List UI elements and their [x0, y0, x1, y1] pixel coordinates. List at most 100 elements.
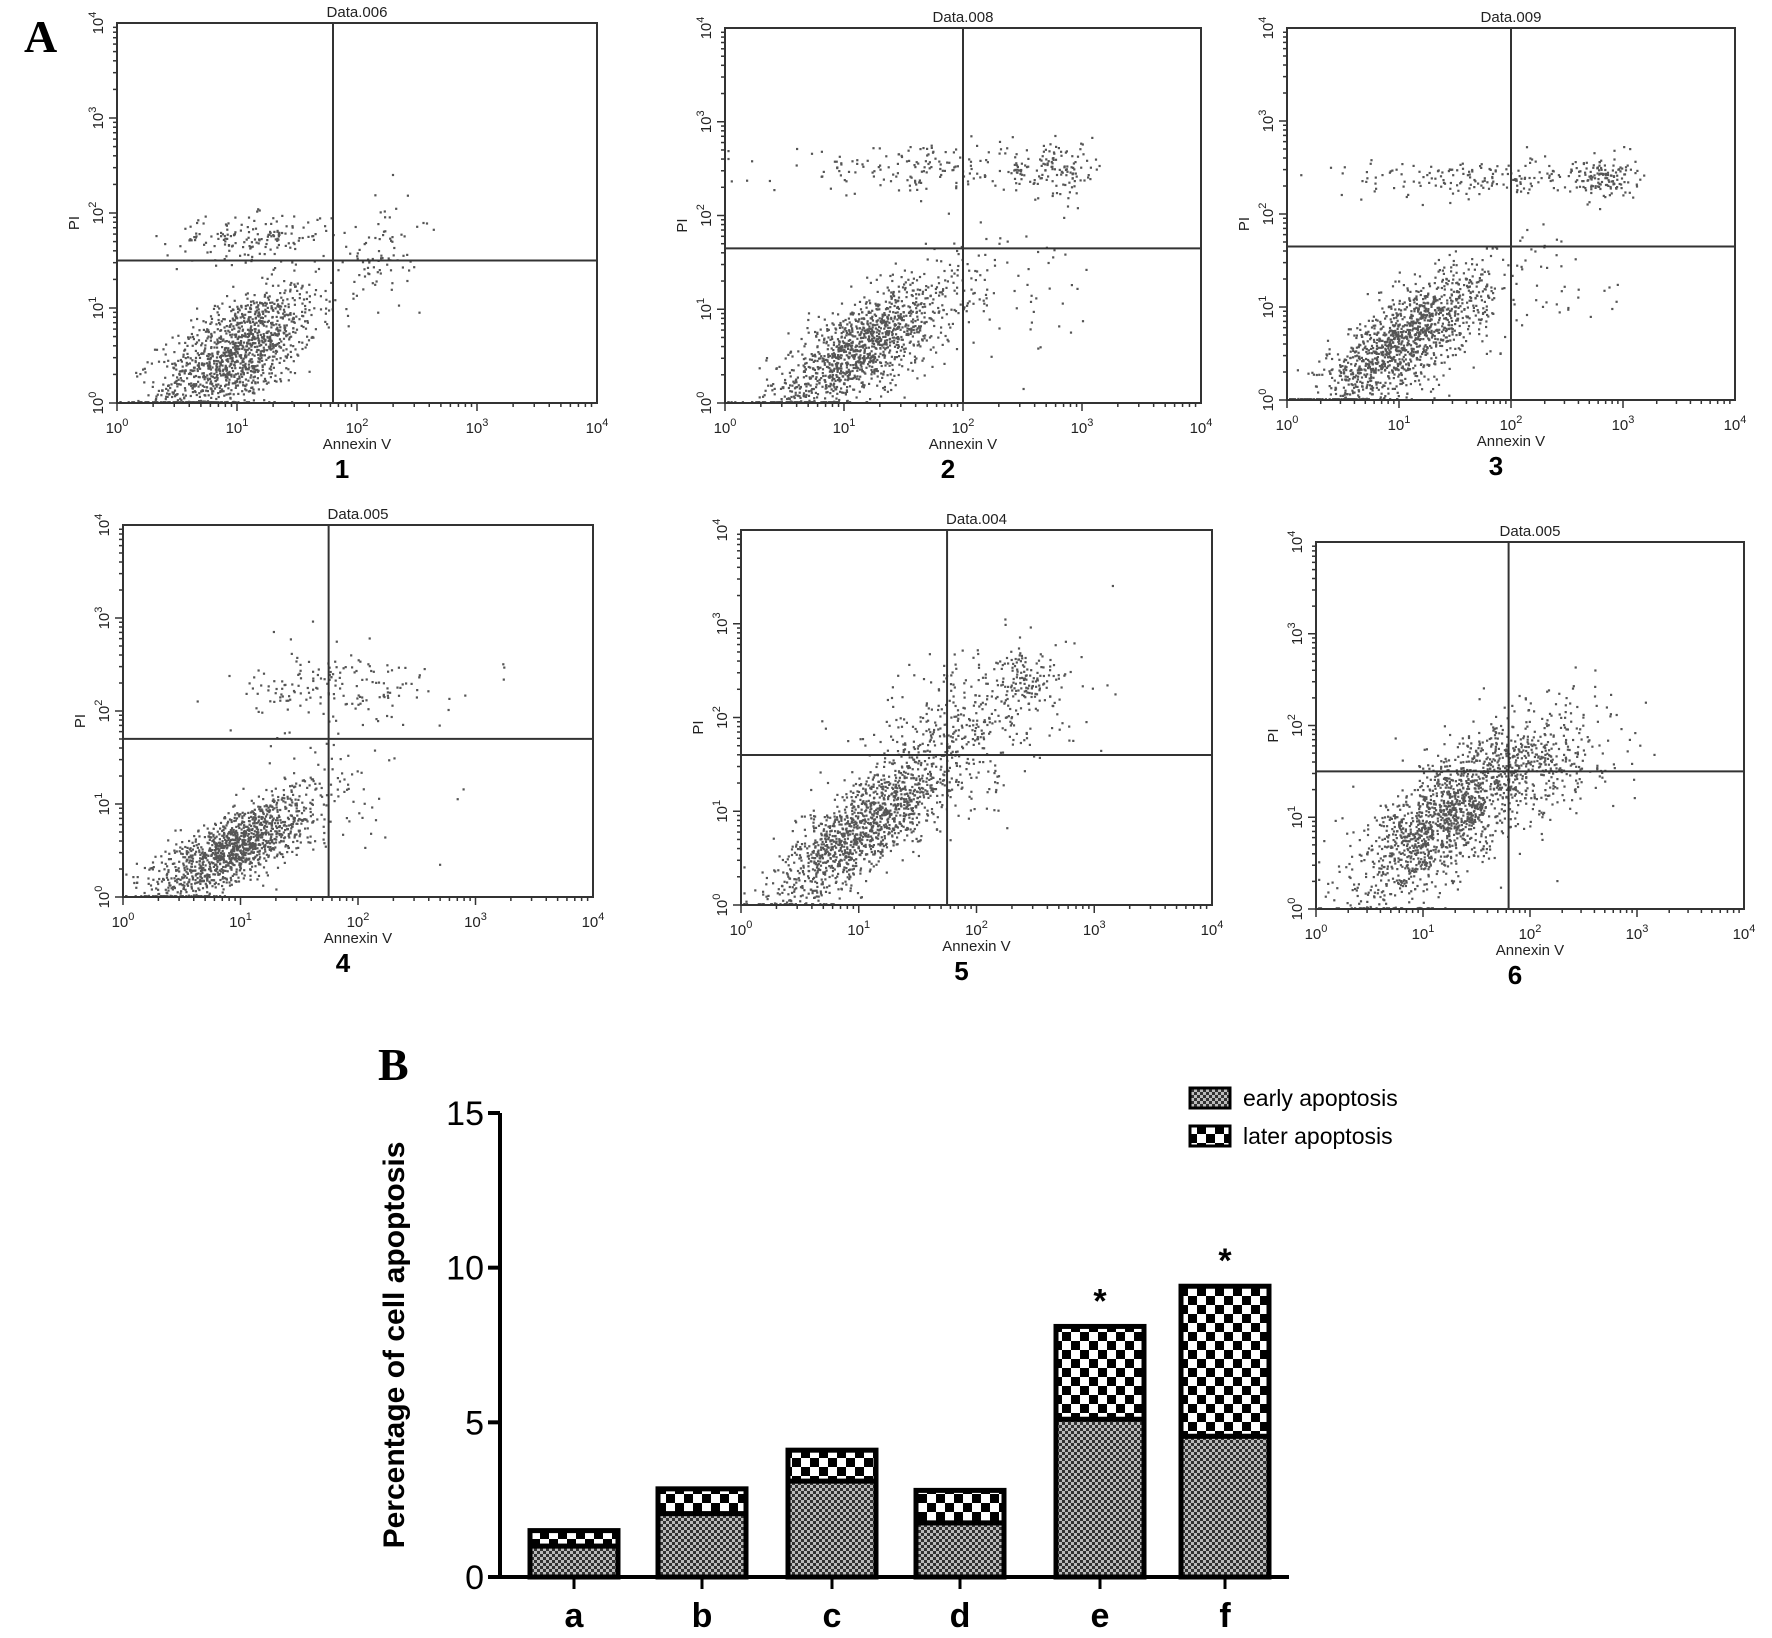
scatter-point: [817, 368, 820, 371]
scatter-point: [1069, 331, 1073, 334]
scatter-point: [1450, 324, 1454, 327]
scatter-point: [270, 273, 273, 276]
scatter-point: [1417, 307, 1420, 310]
scatter-point: [822, 374, 825, 378]
scatter-point: [183, 349, 186, 352]
scatter-point: [248, 366, 251, 369]
scatter-point: [1018, 169, 1021, 172]
scatter-point: [1033, 179, 1036, 182]
scatter-point: [1388, 349, 1391, 352]
scatter-point: [1402, 381, 1405, 384]
scatter-point: [1389, 347, 1393, 350]
scatter-point: [279, 378, 282, 381]
scatter-point: [1357, 375, 1360, 378]
scatter-point: [251, 392, 254, 395]
scatter-point: [237, 345, 240, 348]
scatter-point: [166, 392, 169, 395]
scatter-point: [1489, 254, 1493, 258]
scatter-point: [241, 368, 244, 371]
scatter-point: [190, 239, 193, 242]
scatter-point: [1454, 312, 1457, 315]
scatter-point: [1039, 346, 1042, 349]
scatter-point: [837, 348, 840, 351]
scatter-point: [835, 374, 838, 377]
scatter-point: [1371, 368, 1374, 371]
scatter-point: [1411, 314, 1414, 317]
scatter-point: [244, 362, 247, 365]
scatter-point: [866, 353, 869, 356]
scatter-point: [1426, 174, 1429, 177]
scatter-point: [953, 272, 956, 275]
scatter-point: [1025, 166, 1029, 169]
scatter-point: [1423, 295, 1426, 298]
scatter-point: [195, 393, 198, 397]
scatter-point: [282, 349, 285, 352]
scatter-point: [249, 300, 253, 303]
scatter-point: [136, 375, 139, 378]
scatter-point: [236, 338, 239, 341]
scatter-point: [943, 269, 946, 273]
scatter-point: [850, 285, 853, 288]
scatter-point: [1075, 175, 1078, 178]
scatter-point: [258, 252, 261, 255]
scatter-point: [1374, 176, 1377, 179]
scatter-point: [906, 329, 909, 333]
scatter-point: [216, 378, 219, 381]
scatter-point: [285, 348, 288, 351]
scatter-point: [1455, 319, 1458, 322]
scatter-point: [1434, 329, 1437, 332]
scatter-point: [844, 393, 847, 396]
scatter-point: [1369, 336, 1373, 339]
scatter-point: [1361, 348, 1365, 351]
scatter-point: [912, 325, 915, 328]
scatter-point: [1381, 359, 1384, 362]
scatter-point: [1528, 176, 1531, 180]
scatter-point: [218, 365, 221, 368]
scatter-point: [345, 308, 348, 311]
scatter-point: [1629, 168, 1632, 171]
scatter-point: [1612, 164, 1615, 167]
scatter-point: [1582, 162, 1585, 165]
scatter-point: [836, 370, 839, 373]
scatter-point: [229, 354, 232, 357]
scatter-point: [895, 175, 898, 178]
scatter-point: [832, 389, 835, 393]
scatter-point: [249, 344, 252, 347]
scatter-point: [210, 317, 214, 320]
scatter-point: [857, 356, 860, 359]
scatter-point: [897, 153, 901, 156]
scatter-point: [219, 323, 222, 326]
scatter-point: [878, 380, 882, 383]
scatter-point: [1383, 397, 1386, 400]
scatter-point: [1440, 302, 1443, 305]
scatter-point: [260, 344, 263, 347]
scatter-point: [256, 233, 259, 236]
scatter-point: [203, 243, 206, 246]
scatter-point: [810, 358, 814, 361]
scatter-point: [1350, 369, 1353, 372]
scatter-point: [1515, 178, 1518, 181]
scatter-point: [1449, 181, 1452, 185]
scatter-point: [269, 248, 272, 251]
scatter-point: [151, 385, 154, 388]
scatter-point: [878, 303, 881, 306]
scatter-point: [1038, 175, 1041, 178]
scatter-point: [225, 332, 228, 335]
scatter-point: [368, 261, 371, 264]
scatter-point: [845, 371, 848, 374]
scatter-point: [846, 400, 849, 403]
scatter-point: [1427, 308, 1430, 311]
scatter-point: [1399, 379, 1402, 382]
scatter-point: [263, 293, 267, 296]
scatter-point: [851, 334, 854, 337]
scatter-point: [1048, 150, 1051, 153]
scatter-point: [1067, 197, 1070, 200]
scatter-point: [261, 349, 264, 352]
scatter-point: [252, 337, 255, 340]
scatter-point: [209, 380, 213, 383]
scatter-point: [784, 357, 787, 360]
scatter-point: [925, 339, 928, 342]
scatter-point: [1059, 193, 1062, 196]
scatter-point: [863, 348, 866, 351]
scatter-point: [1422, 287, 1425, 290]
